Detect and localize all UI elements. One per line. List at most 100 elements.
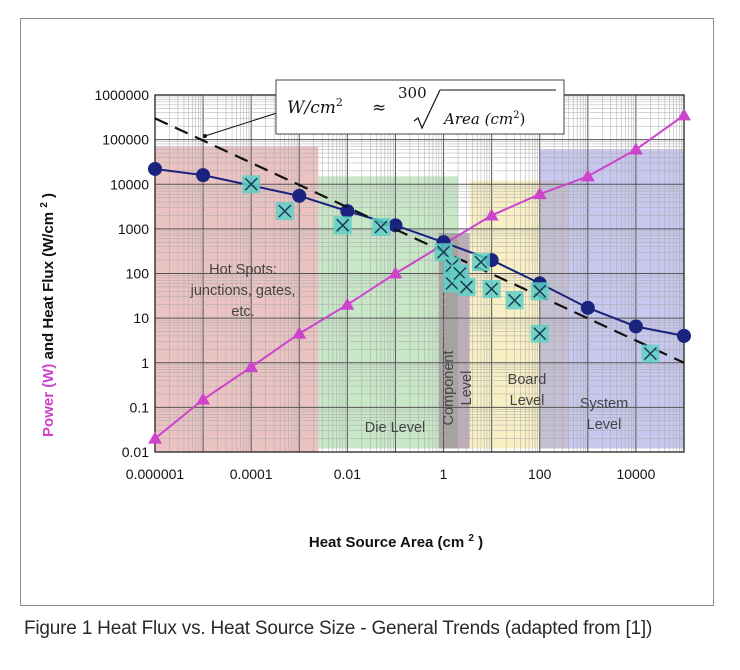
heat-flux-point-9 — [628, 319, 643, 334]
y-tick-label-3: 10 — [133, 310, 149, 326]
power-point-2 — [244, 360, 259, 373]
heat-flux-point-0 — [148, 161, 162, 176]
equation-radicand: Area (cm2) — [442, 110, 525, 128]
y-axis-title-close: ) — [40, 193, 57, 198]
equation-leader-line — [204, 111, 281, 137]
y-axis-title: Power (W) and Heat Flux (W/cm 2 ) — [34, 193, 57, 437]
equation-radical-sign — [413, 89, 441, 130]
region-label-1: Die Level — [365, 420, 425, 436]
data-point-2-cross — [336, 218, 350, 232]
equation-radicand-close: ) — [519, 110, 525, 128]
power-point-5 — [388, 266, 403, 279]
equation-box — [275, 79, 565, 135]
power-point-3 — [292, 326, 307, 339]
region-label-3-line-1: Level — [510, 393, 545, 409]
power-point-11 — [677, 108, 691, 121]
region-labels-layer: Hot Spots: junctions, gates, etc. Die Level… — [190, 262, 629, 436]
data-point-3 — [371, 218, 390, 237]
x-tick-label-5: 10000 — [616, 466, 655, 482]
x-axis-title-close: ) — [478, 534, 483, 551]
figure-caption: Figure 1 Heat Flux vs. Heat Source Size … — [24, 618, 653, 639]
region-label-4-line-1: Level — [587, 417, 622, 433]
chart: Hot Spots: junctions, gates, etc. Die Level… — [34, 79, 691, 551]
x-tick-label-2: 0.01 — [334, 466, 361, 482]
trend-line — [154, 117, 685, 364]
heat-flux-point-1 — [196, 168, 211, 183]
data-point-8 — [457, 277, 476, 296]
data-point-9-cross — [474, 255, 488, 269]
heat-flux-point-3 — [340, 204, 355, 219]
region-label-0-line-0: Hot Spots: — [209, 262, 277, 278]
heat-flux-point-2 — [292, 188, 307, 203]
equation-approx: ≈ — [372, 98, 386, 118]
y-axis-title-power: Power (W) — [40, 364, 57, 437]
power-point-4 — [340, 297, 355, 310]
data-point-11 — [505, 291, 524, 310]
region-label-3-line-0: Board — [508, 372, 547, 388]
data-point-13-cross — [533, 327, 547, 341]
y-tick-label-6: 10000 — [110, 176, 149, 192]
y-tick-label-8: 1000000 — [94, 87, 149, 103]
heat-flux-point-10 — [677, 328, 691, 343]
region-label-0-line-2: etc. — [231, 304, 254, 320]
power-point-8 — [532, 187, 547, 200]
equation-radicand-text: Area (cm — [442, 110, 513, 128]
data-point-1-cross — [278, 204, 292, 218]
data-point-14-cross — [643, 347, 657, 361]
data-point-12 — [530, 282, 549, 301]
data-point-8-cross — [459, 280, 474, 294]
x-tick-label-1: 0.0001 — [230, 466, 273, 482]
equation-lhs-text: W/cm — [287, 98, 336, 118]
equation-radicand-sup: 2 — [513, 110, 519, 121]
data-point-7-cross — [453, 266, 467, 281]
data-point-1 — [275, 202, 294, 221]
x-tick-label-3: 1 — [440, 466, 448, 482]
series-layer — [148, 108, 691, 444]
power-point-10 — [628, 142, 643, 155]
y-tick-label-1: 0.1 — [130, 399, 150, 415]
x-axis-title: Heat Source Area (cm 2 ) — [309, 528, 483, 551]
data-point-13 — [530, 324, 549, 343]
x-tick-label-0: 0.000001 — [126, 466, 185, 482]
power-point-0 — [148, 431, 162, 444]
power-point-7 — [484, 208, 499, 221]
x-axis-title-main: Heat Source Area (cm — [309, 534, 464, 551]
ticks-layer: 0.000001 0.0001 0.01 1 100 10000 0.01 0.1 1 10 100… — [94, 87, 655, 482]
data-point-2 — [333, 216, 352, 235]
data-point-3-cross — [374, 220, 388, 234]
y-tick-label-0: 0.01 — [122, 444, 149, 460]
region-label-4-line-0: System — [580, 396, 628, 412]
data-point-9 — [471, 253, 490, 272]
data-point-0 — [242, 175, 261, 194]
y-tick-label-5: 1000 — [118, 221, 149, 237]
y-axis-title-heatflux: Heat Flux (W/cm — [40, 212, 57, 329]
region-label-0-line-1: junctions, gates, — [190, 283, 296, 299]
region-4-band — [539, 149, 684, 449]
heat-flux-point-4 — [388, 218, 403, 233]
data-point-14 — [641, 344, 660, 363]
region-label-2: Component Level — [441, 351, 475, 426]
equation-lhs: W/cm2 — [287, 96, 343, 118]
region-label-1-line-0: Die Level — [365, 420, 425, 436]
equation-lhs-sup: 2 — [336, 96, 343, 109]
data-point-0-cross — [244, 177, 258, 191]
power-point-1 — [196, 392, 211, 405]
data-point-4-cross — [437, 245, 451, 259]
region-label-2-line-0: Component — [441, 351, 457, 426]
equation-callout: W/cm2 ≈ 300 Area (cm2) — [203, 79, 565, 138]
region-label-3: Board Level — [508, 372, 547, 409]
data-point-11-cross — [508, 293, 522, 307]
x-axis-title-sup: 2 — [468, 533, 474, 544]
data-point-10-cross — [485, 282, 499, 296]
heat-flux-point-8 — [580, 300, 595, 315]
power-line — [154, 114, 685, 440]
data-point-12-cross — [533, 284, 547, 298]
equation-leader-dot — [203, 134, 207, 138]
equation-numerator: 300 — [398, 84, 427, 102]
x-tick-label-4: 100 — [528, 466, 552, 482]
region-label-0: Hot Spots: junctions, gates, etc. — [190, 262, 296, 320]
y-axis-title-and: and — [40, 329, 57, 360]
y-tick-label-4: 100 — [126, 266, 150, 282]
region-label-2-line-1: Level — [459, 371, 475, 406]
region-label-4: System Level — [580, 396, 628, 433]
